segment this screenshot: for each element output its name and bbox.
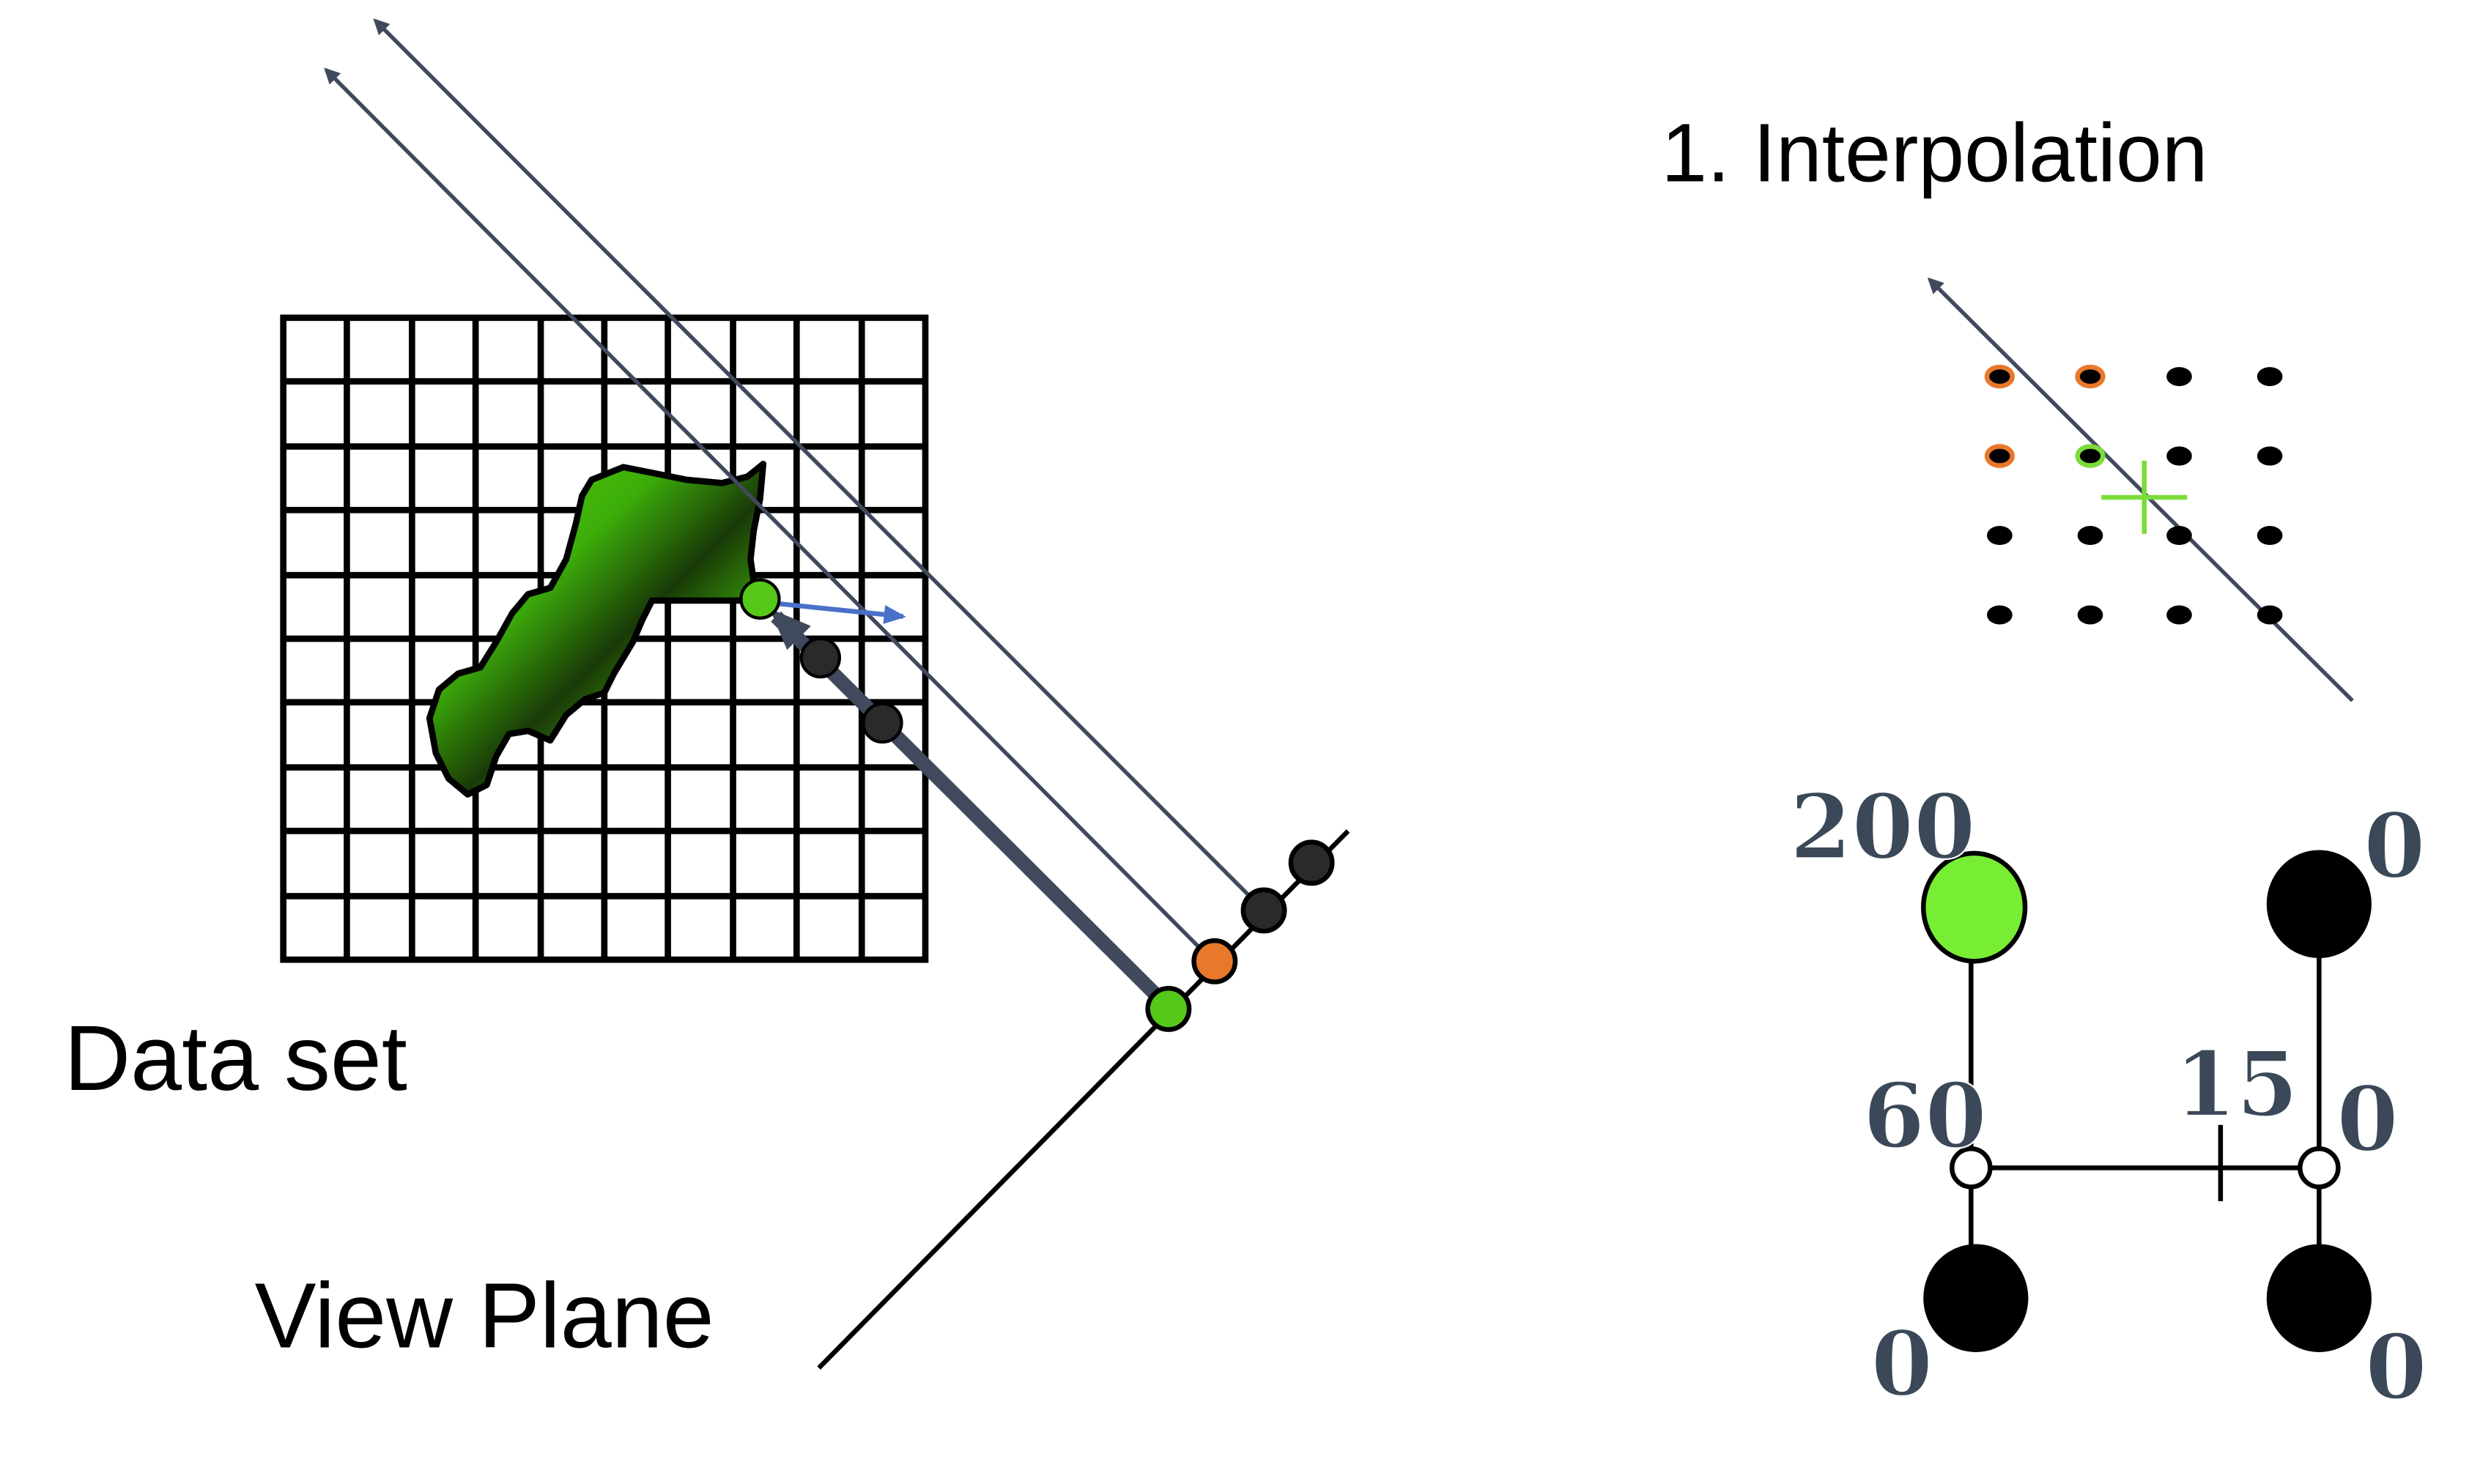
voxel-green: [2075, 444, 2106, 468]
voxel-dot: [2166, 367, 2192, 387]
voxel-sample-grid: [1984, 364, 2283, 625]
edge-point-left: [1950, 1146, 1993, 1190]
corner-top-right: [2266, 850, 2372, 959]
surface-hit-sample: [739, 578, 781, 620]
interpolation-title: 1. Interpolation: [1661, 106, 2207, 199]
corner-bottom-right: [2266, 1244, 2372, 1352]
value-bottom-left: 0: [1871, 1312, 1933, 1417]
voxel-orange-2: [2075, 364, 2106, 389]
voxel-dot: [2257, 525, 2283, 546]
voxel-dot: [1987, 605, 2013, 625]
gradient-arrow: [779, 601, 906, 624]
value-top-right: 0: [2364, 793, 2426, 898]
interpolation-values: 200 0 60 15 0 0 0: [1789, 773, 2428, 1420]
value-sample: 15: [2174, 1032, 2298, 1137]
corner-bottom-left: [1923, 1244, 2029, 1352]
ray-sample-dark-1: [799, 637, 842, 679]
view-pixel-green: [1145, 985, 1192, 1032]
view-plane-label: View Plane: [255, 1264, 714, 1367]
voxel-orange-1: [1984, 364, 2015, 389]
bilinear-diagram: [1920, 850, 2372, 1352]
voxel-orange-3: [1984, 444, 2015, 468]
voxel-dot: [2077, 525, 2103, 546]
voxel-dot: [2257, 446, 2283, 466]
ray-sample-dark-2: [862, 702, 903, 744]
voxel-dot: [2077, 605, 2103, 625]
voxel-dot: [1987, 525, 2013, 546]
value-top-left: 200: [1790, 774, 1976, 879]
edge-point-right: [2298, 1146, 2341, 1190]
value-right-edge: 0: [2336, 1066, 2399, 1171]
corner-top-left: [1920, 850, 2028, 964]
view-pixel-orange: [1191, 938, 1238, 984]
interpolation-ray: [1927, 277, 2354, 702]
sample-crosshair: [2101, 461, 2188, 534]
voxel-dot: [2166, 605, 2192, 625]
voxel-dot: [2166, 525, 2192, 546]
view-pixel-dark-1: [1240, 887, 1287, 934]
data-set-label: Data set: [64, 1006, 407, 1110]
value-bottom-right: 0: [2365, 1315, 2427, 1420]
volume-object-blob: [426, 461, 767, 798]
view-pixel-dark-2: [1288, 839, 1335, 886]
voxel-dot: [2257, 367, 2283, 387]
thick-ray-arrowhead: [769, 608, 811, 650]
voxel-dot: [2257, 605, 2283, 625]
ray-from-dark-sample: [373, 18, 1265, 912]
value-left-edge: 60: [1863, 1064, 1987, 1168]
ray-from-orange-sample: [324, 67, 1215, 963]
thick-ray: [771, 611, 1174, 1013]
voxel-dot: [2166, 446, 2192, 466]
